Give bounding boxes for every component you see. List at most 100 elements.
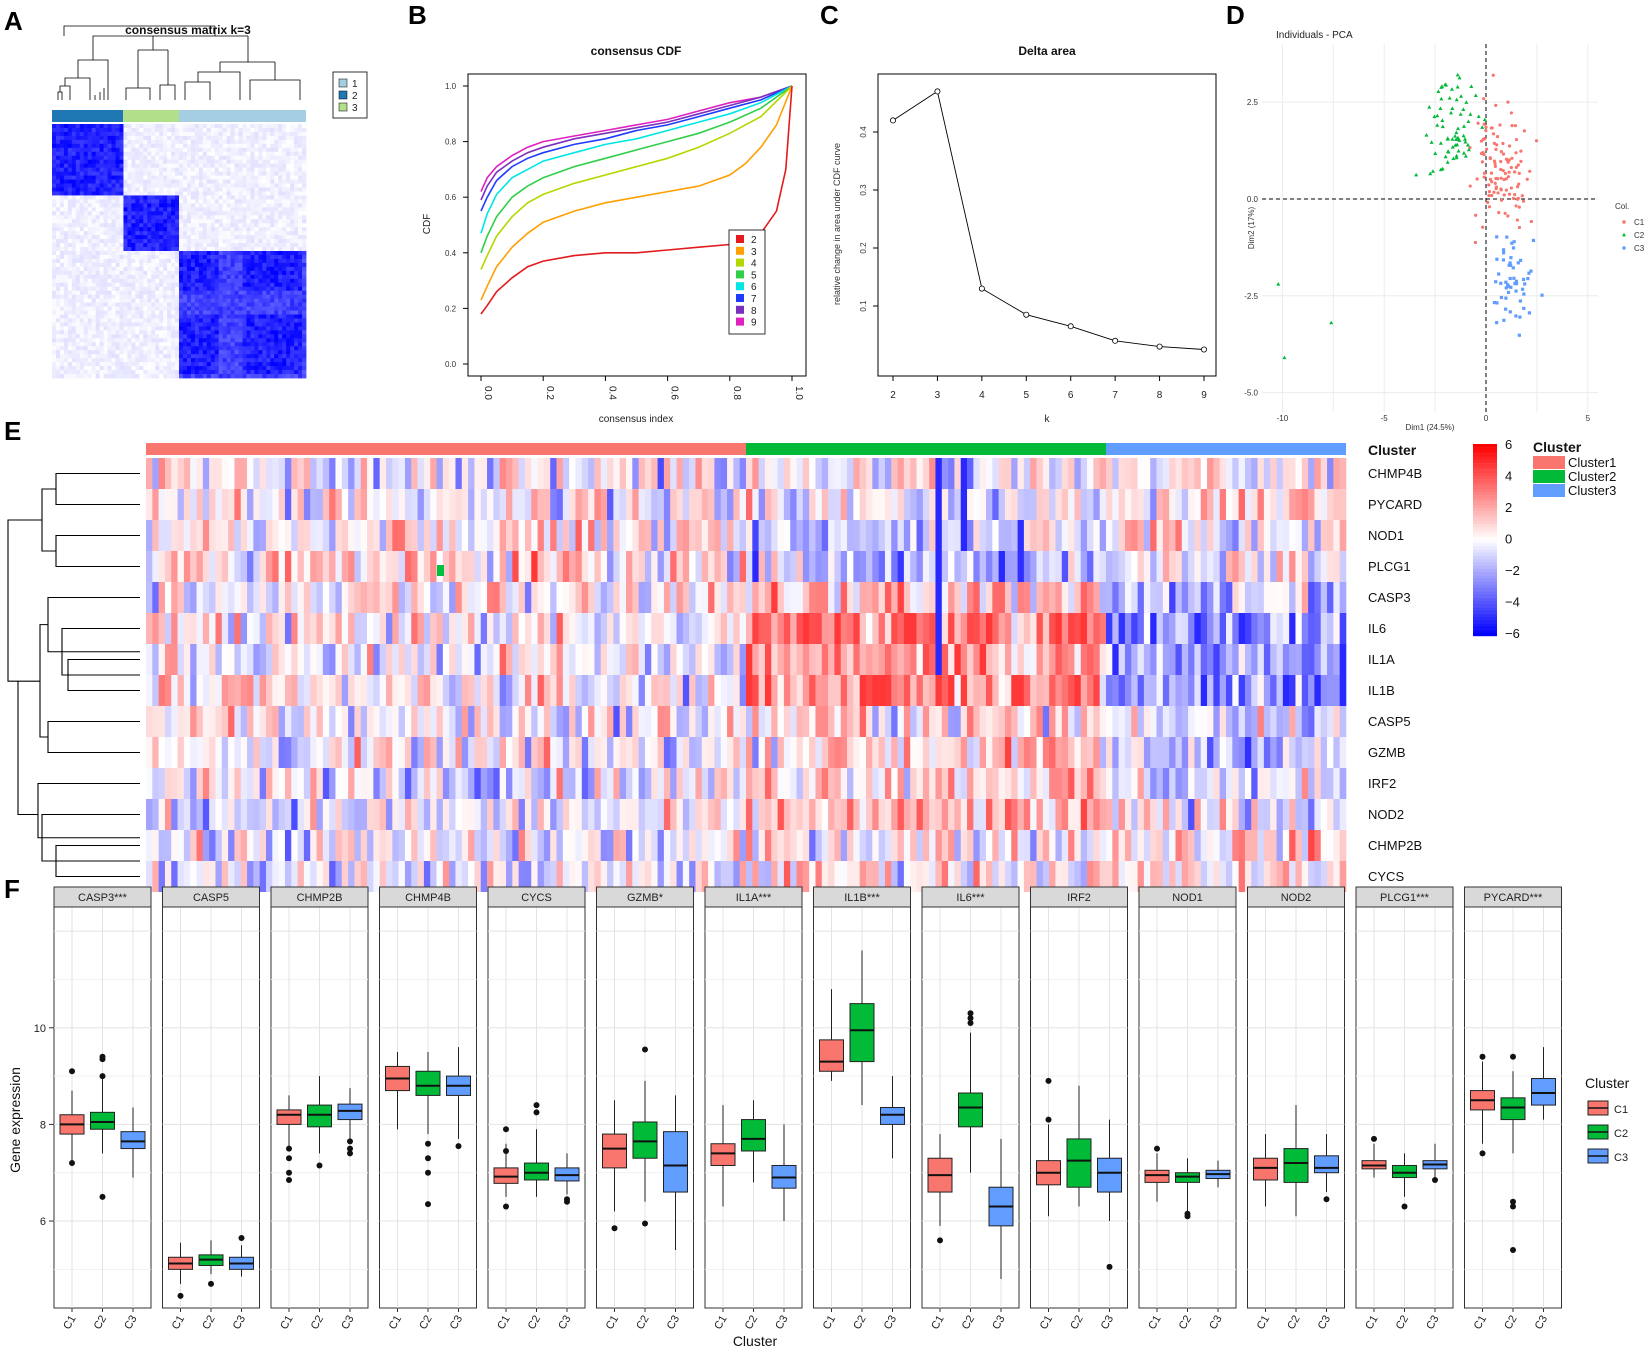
- pca-point-c3: [1506, 283, 1510, 287]
- matrix-cell: [214, 175, 220, 180]
- matrix-cell: [179, 159, 184, 165]
- matrix-cell: [182, 286, 188, 292]
- matrix-cell: [179, 135, 184, 141]
- matrix-cell: [63, 147, 69, 153]
- legend-frame: [728, 229, 766, 335]
- matrix-cell: [151, 274, 156, 280]
- matrix-cell: [95, 374, 101, 379]
- matrix-cell: [290, 350, 295, 355]
- matrix-cell: [175, 374, 180, 379]
- matrix-cell: [63, 211, 69, 216]
- pca-point-c2: [1466, 119, 1471, 124]
- matrix-cell: [103, 330, 108, 335]
- matrix-cell: [79, 254, 85, 260]
- legend-swatch: [736, 282, 744, 291]
- matrix-cell: [151, 338, 156, 343]
- matrix-cell: [67, 243, 73, 248]
- matrix-cell: [91, 147, 97, 153]
- matrix-cell: [222, 310, 228, 315]
- pca-point-c1: [1476, 121, 1480, 125]
- matrix-cell: [286, 298, 291, 303]
- matrix-cell: [115, 235, 120, 240]
- matrix-cell: [71, 338, 77, 343]
- matrix-cell: [159, 195, 164, 200]
- matrix-cell: [206, 282, 212, 288]
- matrix-cell: [206, 163, 212, 169]
- pca-point-c1: [1487, 183, 1491, 187]
- heatmap-cell: [992, 489, 999, 520]
- heatmap-cell: [1327, 458, 1334, 489]
- matrix-cell: [163, 318, 168, 323]
- matrix-cell: [190, 326, 196, 331]
- matrix-cell: [131, 318, 136, 323]
- pca-point-c1: [1503, 211, 1507, 215]
- matrix-cell: [143, 203, 148, 208]
- matrix-cell: [163, 195, 168, 200]
- heatmap-cell: [164, 489, 172, 520]
- pca-point-c1: [1528, 169, 1532, 173]
- x-tick-label: 7: [1112, 390, 1118, 401]
- matrix-cell: [55, 370, 61, 375]
- matrix-cell: [270, 215, 275, 220]
- matrix-cell: [67, 171, 73, 176]
- matrix-cell: [262, 338, 267, 343]
- matrix-cell: [274, 362, 279, 367]
- matrix-cell: [127, 127, 132, 133]
- matrix-cell: [226, 330, 231, 335]
- matrix-cell: [123, 270, 128, 276]
- matrix-cell: [171, 167, 176, 173]
- matrix-cell: [52, 215, 57, 220]
- pca-point-c2: [1428, 171, 1433, 176]
- matrix-cell: [159, 366, 164, 371]
- pca-point-c1: [1515, 218, 1519, 222]
- matrix-cell: [75, 235, 81, 240]
- matrix-cell: [282, 358, 287, 363]
- heatmap-cell: [651, 520, 658, 551]
- matrix-cell: [123, 362, 128, 367]
- matrix-cell: [75, 183, 81, 188]
- matrix-cell: [282, 215, 287, 220]
- matrix-cell: [171, 310, 176, 315]
- matrix-cell: [290, 262, 295, 268]
- matrix-cell: [91, 124, 97, 129]
- matrix-cell: [111, 362, 116, 367]
- heatmap-cell: [859, 458, 867, 489]
- matrix-cell: [254, 274, 259, 280]
- matrix-cell: [111, 338, 116, 343]
- matrix-cell: [159, 223, 164, 228]
- matrix-cell: [234, 266, 239, 272]
- matrix-cell: [99, 318, 104, 323]
- matrix-cell: [290, 175, 295, 180]
- matrix-cell: [294, 346, 299, 351]
- matrix-cell: [266, 306, 271, 311]
- matrix-cell: [250, 362, 255, 367]
- matrix-cell: [107, 219, 112, 224]
- matrix-cell: [246, 243, 251, 248]
- matrix-cell: [119, 266, 124, 272]
- matrix-cell: [151, 354, 156, 359]
- matrix-cell: [250, 270, 255, 276]
- matrix-cell: [151, 258, 156, 264]
- matrix-cell: [111, 290, 116, 296]
- matrix-cell: [210, 191, 216, 196]
- matrix-cell: [87, 175, 93, 180]
- matrix-cell: [155, 187, 160, 192]
- matrix-cell: [63, 207, 69, 212]
- matrix-cell: [242, 131, 247, 137]
- matrix-cell: [79, 199, 85, 204]
- matrix-cell: [222, 171, 228, 176]
- matrix-cell: [55, 270, 61, 276]
- panel-d-title: Individuals - PCA: [1276, 30, 1353, 41]
- matrix-cell: [290, 334, 295, 339]
- matrix-cell: [186, 179, 192, 184]
- matrix-cell: [155, 354, 160, 359]
- matrix-cell: [278, 310, 283, 315]
- matrix-cell: [75, 243, 81, 248]
- heatmap-cell: [588, 489, 595, 520]
- matrix-cell: [167, 239, 172, 244]
- matrix-cell: [214, 191, 220, 196]
- matrix-cell: [91, 318, 97, 323]
- y-tick-label: 0.1: [859, 300, 868, 312]
- matrix-cell: [222, 235, 228, 240]
- matrix-cell: [234, 251, 239, 256]
